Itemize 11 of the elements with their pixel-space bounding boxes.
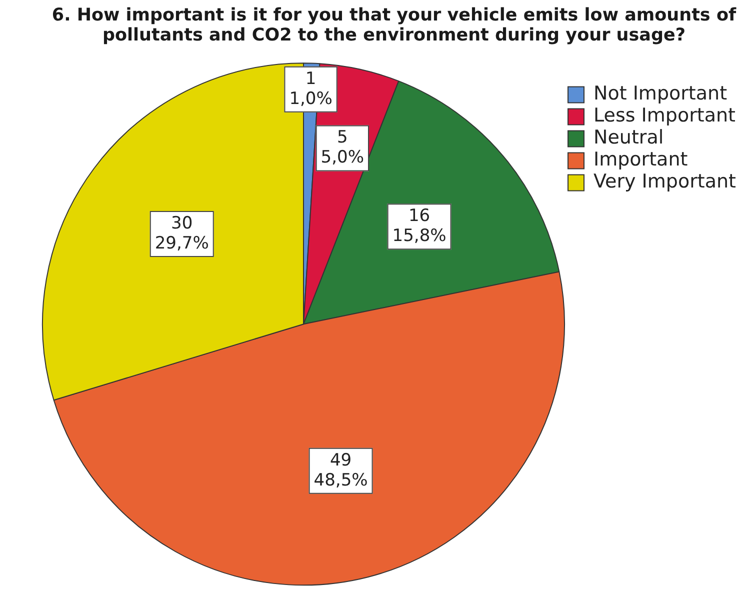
data-label: 5 5,0% [320,128,364,168]
legend-label: Important [594,148,688,171]
data-label: 49 48,5% [314,450,368,490]
legend-label: Neutral [594,126,664,149]
legend-label: Not Important [594,82,728,105]
data-label: 16 15,8% [392,206,446,246]
chart-title: 6. How important is it for you that your vehicle emits low amounts of pollutants and CO2 to the environment during your usage? [52,6,736,46]
data-label: 1 1,0% [289,68,332,109]
legend-label: Less Important [594,104,736,127]
data-label: 30 29,7% [154,213,209,254]
legend-label: Very Important [594,170,736,193]
